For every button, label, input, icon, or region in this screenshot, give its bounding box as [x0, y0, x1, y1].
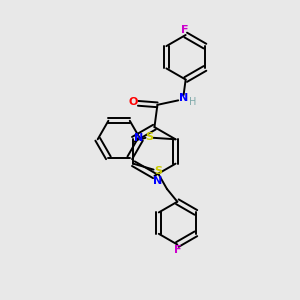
Text: N: N [134, 133, 143, 143]
Text: O: O [129, 98, 138, 107]
Text: F: F [175, 245, 182, 255]
Text: N: N [153, 176, 162, 186]
Text: S: S [145, 132, 153, 142]
Text: H: H [189, 97, 196, 106]
Text: N: N [179, 93, 188, 103]
Text: F: F [181, 25, 189, 34]
Text: S: S [154, 166, 162, 176]
